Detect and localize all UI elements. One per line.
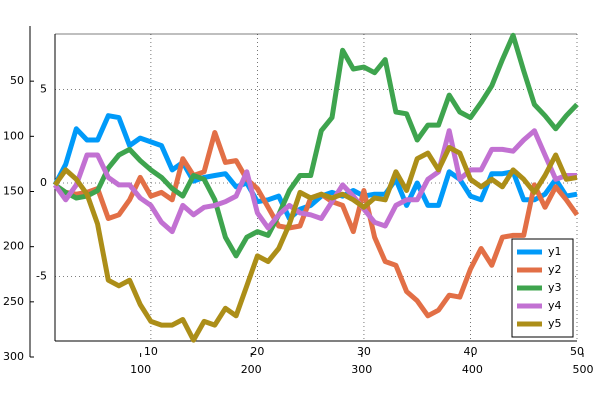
outer-x-tick-label: 500 <box>573 363 594 376</box>
outer-y-tick-label: 50 <box>10 74 24 87</box>
series-line <box>52 128 577 235</box>
outer-y-tick-label: 250 <box>3 295 24 308</box>
legend-label: y5 <box>548 317 562 330</box>
outer-y-tick-label: 300 <box>3 350 24 363</box>
y-tick-label: 0 <box>40 176 47 189</box>
outer-x-tick-label: 400 <box>462 363 483 376</box>
legend-label: y1 <box>548 245 562 258</box>
series-line <box>52 145 578 343</box>
x-tick-label: 10 <box>144 345 158 358</box>
x-tick-label: 30 <box>357 345 371 358</box>
legend-label: y3 <box>548 281 562 294</box>
outer-y-tick-label: 100 <box>3 129 24 142</box>
x-tick-label: 20 <box>250 345 264 358</box>
outer-y-tick-label: 200 <box>3 240 24 253</box>
outer-x-tick-label: 300 <box>351 363 372 376</box>
y-tick-label: 5 <box>40 83 47 96</box>
x-tick-label: 50 <box>570 345 584 358</box>
series-line <box>53 32 579 259</box>
outer-y-tick-label: 150 <box>3 185 24 198</box>
series-line <box>52 113 578 221</box>
outer-x-tick-label: 200 <box>241 363 262 376</box>
outer-x-tick-label: 100 <box>130 363 151 376</box>
legend-label: y4 <box>548 299 562 312</box>
y-tick-label: -5 <box>36 269 47 282</box>
x-tick-label: 40 <box>463 345 477 358</box>
legend-label: y2 <box>548 263 562 276</box>
